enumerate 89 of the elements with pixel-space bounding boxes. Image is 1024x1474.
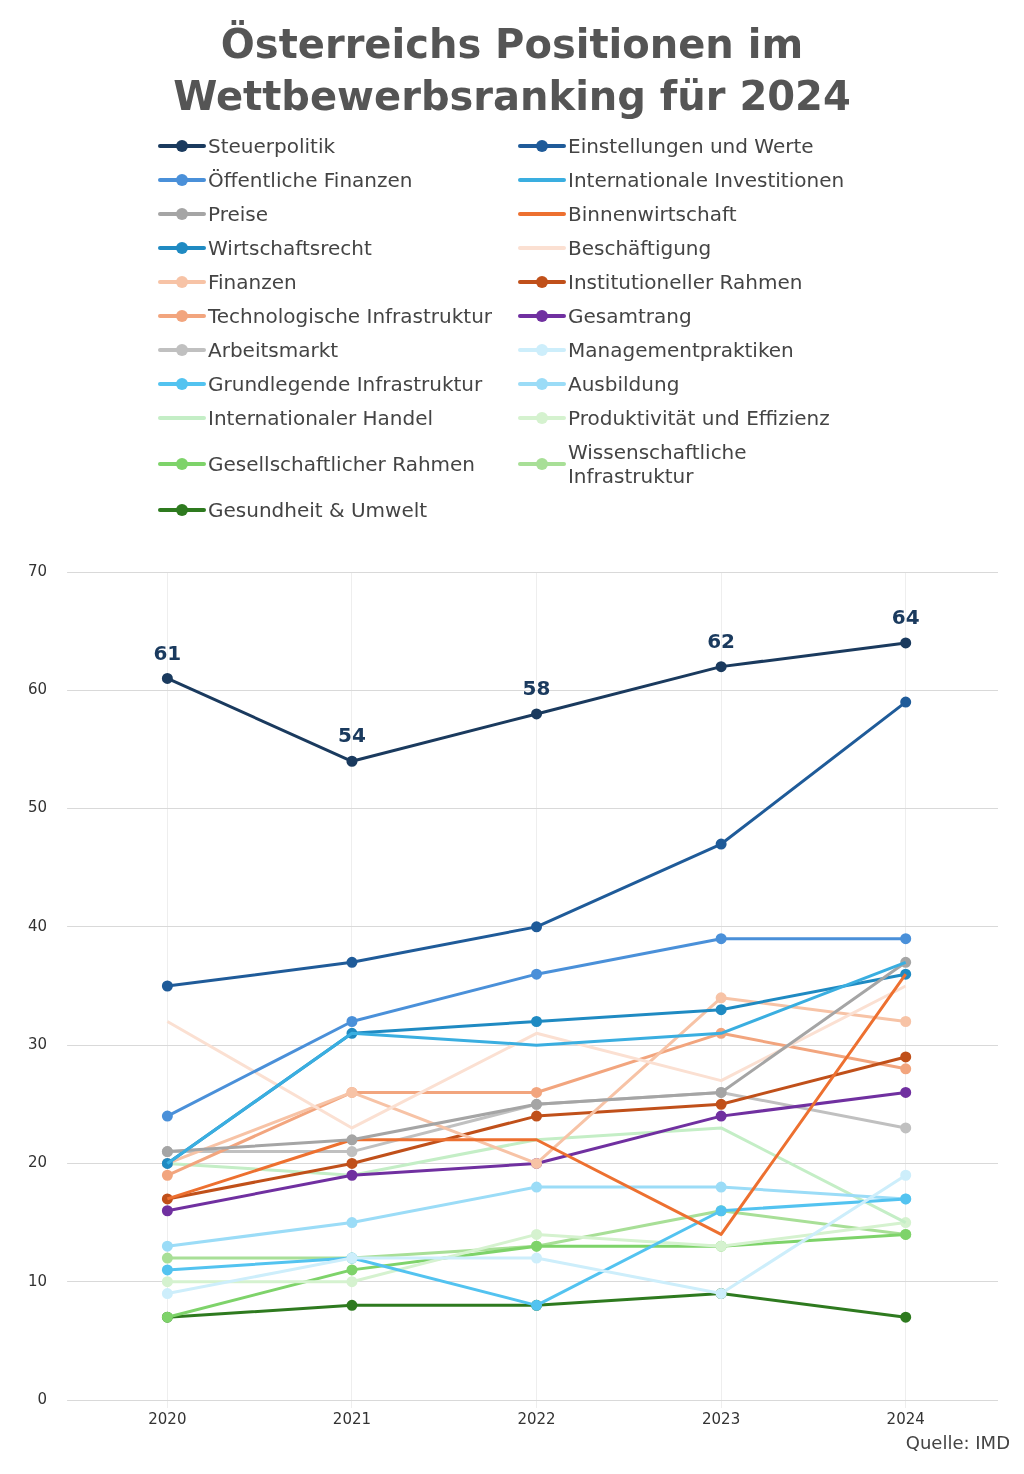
point [900, 1311, 912, 1323]
point [531, 708, 543, 720]
point [346, 956, 358, 968]
point [900, 1169, 912, 1181]
data-label: 62 [707, 628, 736, 653]
legend-label: Internationale Investitionen [568, 168, 845, 192]
point [900, 637, 912, 649]
point [346, 1134, 358, 1146]
legend-label: Gesundheit & Umwelt [208, 498, 428, 522]
point [161, 1240, 173, 1252]
data-label: 61 [153, 640, 182, 665]
chart-title: Österreichs Positionen im Wettbewerbsranking für 2024 [172, 19, 852, 121]
point [346, 1157, 358, 1169]
point [346, 1146, 358, 1158]
legend-label: Gesamtrang [568, 304, 692, 328]
y-tick-label: 50 [27, 798, 48, 817]
point [531, 968, 543, 980]
legend-label: Arbeitsmarkt [208, 338, 339, 362]
legend-label: Ausbildung [568, 372, 680, 396]
point [346, 1217, 358, 1229]
x-tick-label: 2020 [148, 1409, 187, 1428]
y-tick-label: 30 [27, 1035, 48, 1054]
point [161, 1288, 173, 1300]
point [531, 1015, 543, 1027]
point [715, 1098, 727, 1110]
point [900, 696, 912, 708]
legend-label: Grundlegende Infrastruktur [208, 372, 483, 396]
data-label: 64 [891, 605, 920, 630]
legend-label: Gesellschaftlicher Rahmen [208, 452, 476, 476]
legend-label: Preise [208, 202, 269, 226]
point [715, 1004, 727, 1016]
point [161, 1110, 173, 1122]
point [346, 755, 358, 767]
point [715, 661, 727, 673]
point [715, 1110, 727, 1122]
point [715, 1181, 727, 1193]
point [346, 1276, 358, 1288]
point [900, 1086, 912, 1098]
y-tick-label: 60 [27, 680, 48, 699]
legend-label: Beschäftigung [568, 236, 712, 260]
x-tick-label: 2023 [702, 1409, 741, 1428]
legend-label: Binnenwirtschaft [568, 202, 737, 226]
point [900, 1063, 912, 1075]
y-tick-label: 0 [37, 1389, 48, 1408]
legend-label: Produktivität und Effizienz [568, 406, 830, 430]
point [531, 1252, 543, 1264]
point [715, 933, 727, 945]
legend-label: Steuerpolitik [208, 134, 336, 158]
legend-label: Wissenschaftliche Infrastruktur [567, 440, 748, 488]
x-tick-label: 2021 [332, 1409, 372, 1428]
point [531, 1181, 543, 1193]
data-label: 58 [522, 676, 551, 701]
point [346, 1169, 358, 1181]
legend-label: Einstellungen und Werte [568, 134, 814, 158]
point [161, 1276, 173, 1288]
point [346, 1299, 358, 1311]
point [346, 1264, 358, 1276]
point [531, 1110, 543, 1122]
x-tick-label: 2022 [517, 1409, 556, 1428]
point [161, 1264, 173, 1276]
point [900, 1051, 912, 1063]
data-label: 54 [338, 723, 366, 748]
y-tick-label: 10 [27, 1271, 48, 1290]
point [531, 1086, 543, 1098]
legend-label: Internationaler Handel [208, 406, 434, 430]
point [531, 921, 543, 933]
point [531, 1228, 543, 1240]
point [161, 1252, 173, 1264]
y-tick-label: 40 [27, 916, 48, 935]
point [900, 1122, 912, 1134]
point [346, 1015, 358, 1027]
y-tick-label: 20 [27, 1153, 48, 1172]
x-tick-label: 2024 [886, 1409, 925, 1428]
point [715, 992, 727, 1004]
point [900, 933, 912, 945]
point [715, 838, 727, 850]
y-tick-label: 70 [27, 561, 48, 580]
legend-label: Wirtschaftsrecht [208, 236, 372, 260]
point [161, 1205, 173, 1217]
legend-label: Technologische Infrastruktur [208, 304, 493, 328]
source-note: Quelle: IMD [904, 1432, 1011, 1453]
legend-label: Managementpraktiken [568, 338, 794, 362]
legend-label: Institutioneller Rahmen [568, 270, 803, 294]
point [161, 1169, 173, 1181]
point [161, 980, 173, 992]
legend-label: Finanzen [208, 270, 297, 294]
point [900, 1015, 912, 1027]
legend-label: Öffentliche Finanzen [208, 168, 413, 192]
point [161, 672, 173, 684]
